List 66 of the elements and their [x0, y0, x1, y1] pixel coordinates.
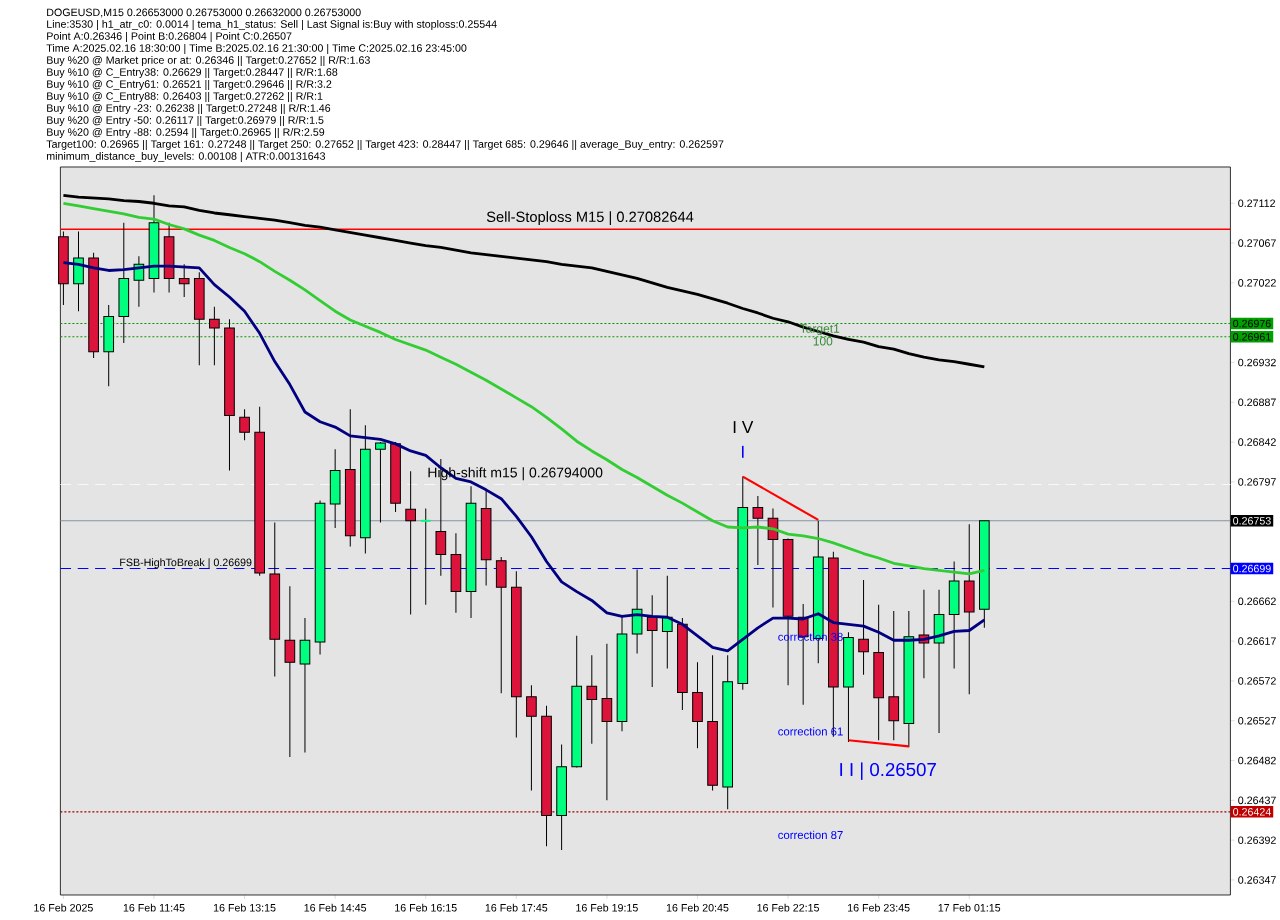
ref-line-label: 0.26753	[1233, 517, 1271, 525]
text: Target100: 0.26965 || Target 161: 0.27248 || Target 250: 0.27652 || Target 423: 0.28447 || Target 685: 0.29646 || average_Buy_entry: 0.262597	[46, 139, 724, 150]
x-tick-label: 16 Feb 2025	[34, 903, 93, 912]
y-tick-label: 0.26662	[1238, 597, 1276, 606]
x-tick-label: 16 Feb 19:15	[576, 903, 638, 912]
text: Time A:2025.02.16 18:30:00 | Time B:2025.02.16 21:30:00 | Time C:2025.02.16 23:45:00	[46, 43, 467, 54]
candlestick	[888, 610, 900, 741]
y-tick-label: 0.26797	[1238, 478, 1276, 486]
text: Buy %10 @ C_Entry38: 0.26629 || Target:0.28447 || R/R:1.68	[47, 67, 338, 78]
candlestick	[646, 594, 658, 688]
x-tick-label: 16 Feb 17:45	[485, 903, 548, 912]
text: Buy %20 @ Market price or at: 0.26346 || Target:0.27652 || R/R:1.63	[47, 55, 370, 66]
y-tick-label: 0.27022	[1238, 279, 1276, 287]
y-tick-label: 0.26572	[1238, 677, 1276, 685]
candlestick	[209, 306, 220, 366]
y-tick-label: 0.26482	[1238, 756, 1276, 765]
x-tick-label: 16 Feb 11:45	[123, 903, 185, 912]
candlestick	[419, 507, 432, 606]
candlestick	[405, 470, 416, 616]
candlestick	[178, 263, 190, 298]
text: Buy %20 @ Entry -50: 0.26117 || Target:0.26979 || R/R:1.5	[47, 115, 324, 126]
text: Buy %20 @ Entry -88: 0.2594 || Target:0.26965 || R/R:2.59	[47, 127, 325, 138]
candlestick	[752, 495, 764, 566]
candlestick	[299, 617, 311, 754]
text: Line:3530 | h1_atr_c0: 0.0014 | tema_h1_status: Sell | Last Signal is:Buy with stoploss:0.25544	[47, 19, 497, 30]
text: 0.26699	[1233, 564, 1271, 573]
x-tick-label: 16 Feb 16:15	[395, 903, 457, 912]
chart-title: DOGEUSD,M15 0.26653000 0.26753000 0.26632000 0.26753000	[47, 8, 361, 18]
ref-line-label: 0.26976	[1233, 319, 1271, 328]
x-tick-label: 16 Feb 22:15	[757, 903, 820, 912]
ref-line-label: FSB-HighToBreak | 0.26699	[120, 558, 252, 569]
y-tick-label: 0.26347	[1238, 876, 1276, 884]
candlestick	[284, 585, 296, 758]
candlestick	[601, 643, 613, 801]
text: Buy %10 @ Entry -23: 0.26238 || Target:0.27248 || R/R:1.46	[47, 103, 331, 114]
x-tick-label: 16 Feb 13:15	[213, 903, 276, 912]
candlestick	[375, 441, 386, 524]
ref-line-label: Sell-Stoploss M15 | 0.27082644	[486, 211, 694, 225]
x-tick-label: 16 Feb 14:45	[304, 903, 367, 912]
annotation: I V	[733, 421, 754, 434]
text: minimum_distance_buy_levels: 0.00108 | ATR:0.00131643	[46, 151, 326, 162]
y-tick-label: 0.26887	[1238, 398, 1276, 407]
text: Buy %10 @ C_Entry61: 0.26521 || Target:0.29646 || R/R:3.2	[47, 79, 332, 90]
annotation: 100	[813, 337, 833, 346]
y-tick-label: 0.26527	[1238, 716, 1276, 725]
annotation: correction 87	[778, 830, 843, 839]
annotation: I I | 0.26507	[840, 762, 936, 780]
candlestick	[858, 579, 869, 676]
ref-line-label: 0.26961	[1233, 333, 1271, 341]
ref-line-label: 0.26424	[1233, 808, 1271, 816]
y-tick-label: 0.26437	[1238, 796, 1276, 805]
x-tick-label: 16 Feb 20:45	[666, 903, 729, 912]
y-tick-label: 0.26617	[1238, 637, 1276, 645]
y-tick-label: 0.26932	[1238, 358, 1276, 367]
annotation: I	[741, 445, 744, 458]
candlestick	[586, 654, 598, 745]
text: Point A:0.26346 | Point B:0.26804 | Point C:0.26507	[47, 31, 292, 42]
candlestick	[239, 408, 250, 441]
y-tick-label: 0.26842	[1238, 438, 1276, 446]
x-tick-label: 17 Feb 01:15	[938, 903, 1001, 912]
x-tick-label: 16 Feb 23:45	[848, 903, 910, 912]
candlestick	[526, 684, 537, 792]
text: Buy %10 @ C_Entry88: 0.26403 || Target:0.27262 || R/R:1	[47, 91, 323, 102]
y-tick-label: 0.27112	[1238, 199, 1276, 208]
y-tick-label: 0.26392	[1238, 836, 1276, 844]
y-tick-label: 0.27067	[1238, 239, 1276, 247]
